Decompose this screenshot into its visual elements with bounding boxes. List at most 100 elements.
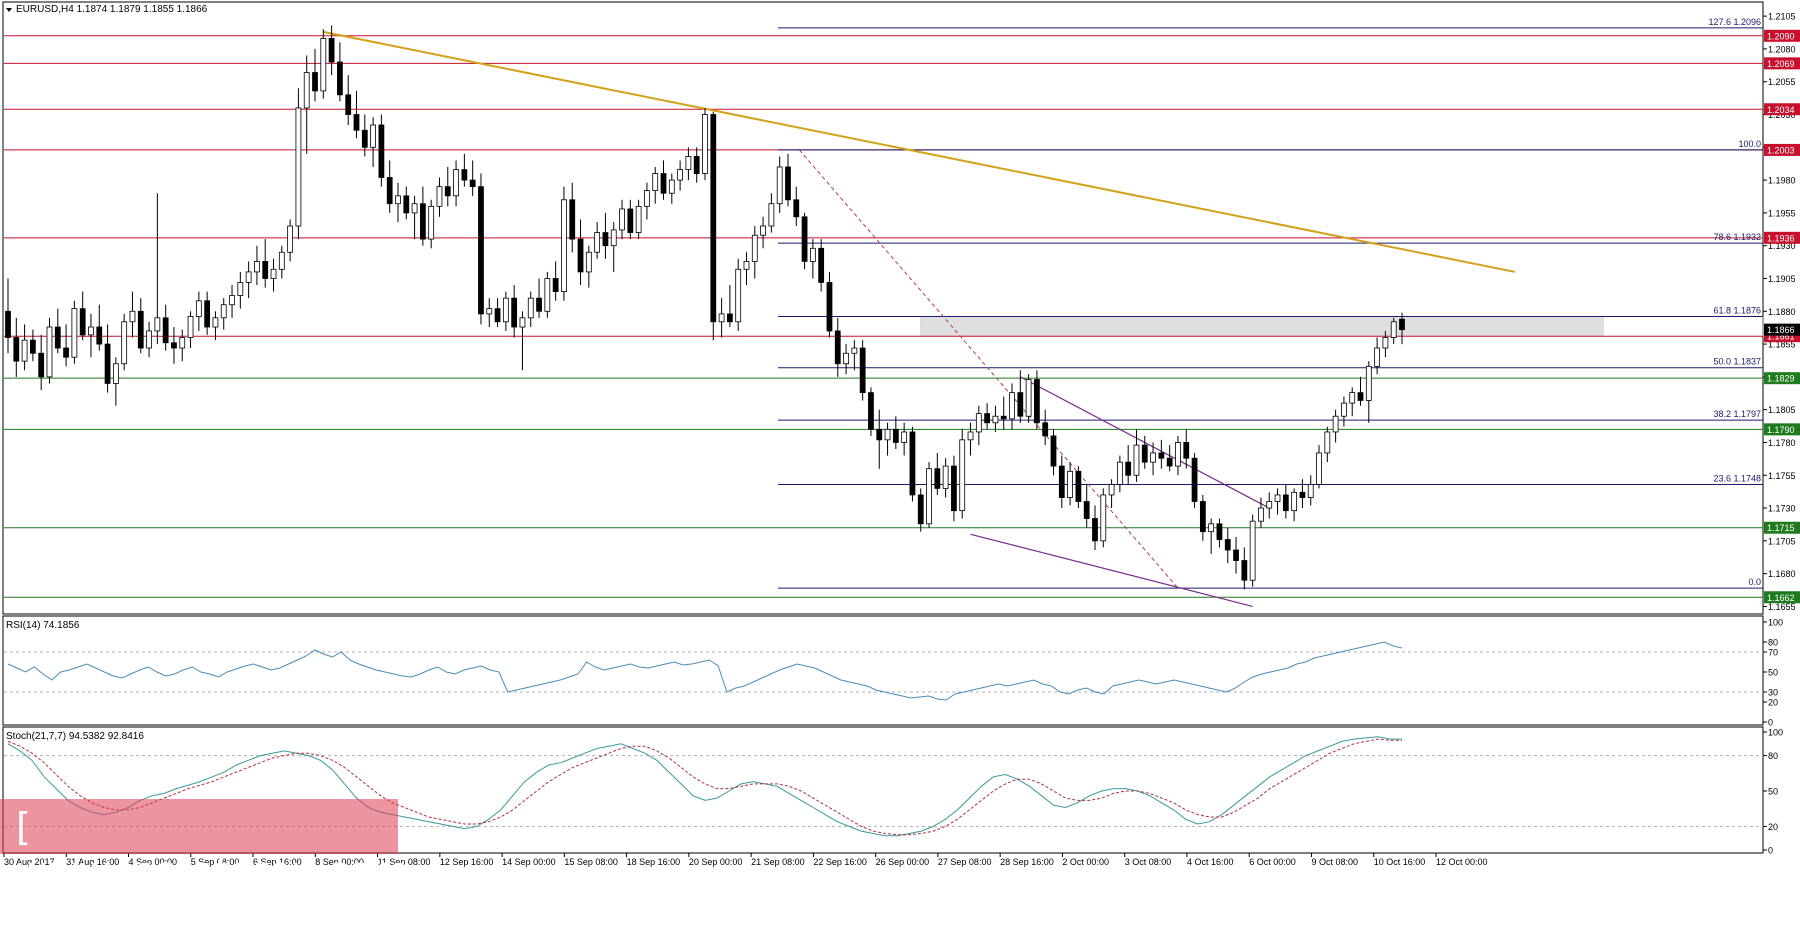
x-tick-label: 28 Sep 16:00 xyxy=(1000,857,1054,867)
candle-bear xyxy=(378,124,385,178)
level-label: 1.1936 xyxy=(1767,233,1795,243)
candle-bull xyxy=(851,347,858,354)
candle-bear xyxy=(13,337,20,362)
y-tick-label: 1.1880 xyxy=(1768,307,1796,317)
triangle-down-icon[interactable] xyxy=(6,8,12,12)
candle-bull xyxy=(1116,461,1123,485)
candle-bull xyxy=(527,297,534,319)
candle-bull xyxy=(926,468,932,525)
level-label: 1.1790 xyxy=(1767,425,1795,435)
level-tag xyxy=(1764,29,1800,42)
candle-bear xyxy=(312,72,318,92)
candle-bear xyxy=(627,208,634,233)
candle-bear xyxy=(1191,457,1198,502)
candle-bull xyxy=(992,415,999,424)
candle-bear xyxy=(1183,442,1190,459)
fib-label: 127.6 1.2096 xyxy=(1708,17,1761,27)
y-tick-label: 1.1755 xyxy=(1768,471,1796,481)
osc-signal-line xyxy=(7,738,1402,836)
candle-bull xyxy=(1009,392,1015,420)
candle-bear xyxy=(63,347,69,358)
candle-bear xyxy=(386,177,393,205)
candle-bull xyxy=(320,38,327,92)
candle-bull xyxy=(1258,507,1264,522)
candle-bull xyxy=(619,208,625,231)
candle-bear xyxy=(785,166,791,201)
level-tag xyxy=(1764,57,1800,70)
stoch-pane xyxy=(2,726,1764,854)
level-label: 1.2034 xyxy=(1767,105,1795,115)
candle-bear xyxy=(727,313,733,323)
candle-bull xyxy=(843,352,849,365)
candle-bear xyxy=(30,339,36,354)
y-tick-label: 1.1955 xyxy=(1768,208,1796,218)
candle-bear xyxy=(1092,518,1098,542)
candle-bear xyxy=(345,94,352,115)
level-label: 1.1715 xyxy=(1767,523,1795,533)
osc-tick-label: 20 xyxy=(1768,698,1778,708)
candle-bear xyxy=(984,413,991,424)
price-zone xyxy=(920,316,1604,337)
osc-tick-label: 80 xyxy=(1768,751,1778,761)
osc-main-line xyxy=(7,736,1402,837)
y-tick-label: 1.1705 xyxy=(1768,536,1796,546)
candle-bear xyxy=(162,317,169,344)
y-tick-label: 1.1930 xyxy=(1768,241,1796,251)
x-tick-label: 18 Sep 16:00 xyxy=(627,857,681,867)
candle-bear xyxy=(96,326,103,345)
osc-tick-label: 100 xyxy=(1768,728,1783,738)
candle-bull xyxy=(146,330,152,349)
y-tick-label: 1.1905 xyxy=(1768,274,1796,284)
x-tick-label: 4 Sep 00:00 xyxy=(129,857,178,867)
candle-bear xyxy=(710,114,717,323)
y-tick-label: 1.1655 xyxy=(1768,602,1796,612)
candle-bear xyxy=(5,310,11,338)
current-price-tag xyxy=(1764,323,1800,336)
fib-label: 78.6 1.1932 xyxy=(1713,232,1761,242)
candle-bull xyxy=(644,190,650,207)
candle-bull xyxy=(154,317,161,332)
y-tick-label: 1.1805 xyxy=(1768,405,1796,415)
candle-bear xyxy=(1282,494,1289,512)
candle-bull xyxy=(287,225,294,253)
fib-label: 50.0 1.1837 xyxy=(1713,357,1761,367)
candle-bull xyxy=(112,363,119,384)
candle-bear xyxy=(1224,539,1231,551)
chart-canvas[interactable]: 1.21051.20801.20551.20301.20051.19801.19… xyxy=(0,0,1800,868)
candle-bear xyxy=(444,186,451,197)
candle-bull xyxy=(411,203,418,214)
candle-bull xyxy=(809,247,816,262)
candle-bear xyxy=(1075,470,1082,502)
candle-bull xyxy=(195,300,202,317)
candle-bear xyxy=(917,494,924,525)
x-tick-label: 12 Sep 16:00 xyxy=(440,857,494,867)
candle-bear xyxy=(1058,465,1065,498)
candle-bull xyxy=(1390,321,1397,338)
x-tick-label: 4 Oct 16:00 xyxy=(1187,857,1234,867)
candle-bear xyxy=(469,179,476,188)
candle-bear xyxy=(461,169,468,181)
candle-bear xyxy=(793,199,800,218)
candle-bear xyxy=(826,282,833,332)
osc-tick-label: 50 xyxy=(1768,668,1778,678)
candle-bear xyxy=(660,173,667,194)
level-label: 1.2003 xyxy=(1767,145,1795,155)
fib-label: 38.2 1.1797 xyxy=(1713,409,1761,419)
candle-bear xyxy=(1083,501,1090,519)
candle-bull xyxy=(519,317,526,328)
candle-bear xyxy=(1017,392,1024,417)
candle-bear xyxy=(1216,523,1223,540)
candle-bull xyxy=(278,251,285,270)
candle-bull xyxy=(179,337,186,349)
candle-bull xyxy=(751,234,758,262)
candle-bear xyxy=(909,431,916,496)
candle-bear xyxy=(137,310,144,349)
x-tick-label: 21 Sep 08:00 xyxy=(751,857,805,867)
candle-bull xyxy=(1307,484,1314,498)
fib-label: 61.8 1.1876 xyxy=(1713,306,1761,316)
candle-bull xyxy=(1175,442,1181,467)
candle-bull xyxy=(1208,523,1215,533)
x-tick-label: 27 Sep 08:00 xyxy=(938,857,992,867)
candle-bear xyxy=(569,199,576,240)
candle-bull xyxy=(884,428,891,441)
